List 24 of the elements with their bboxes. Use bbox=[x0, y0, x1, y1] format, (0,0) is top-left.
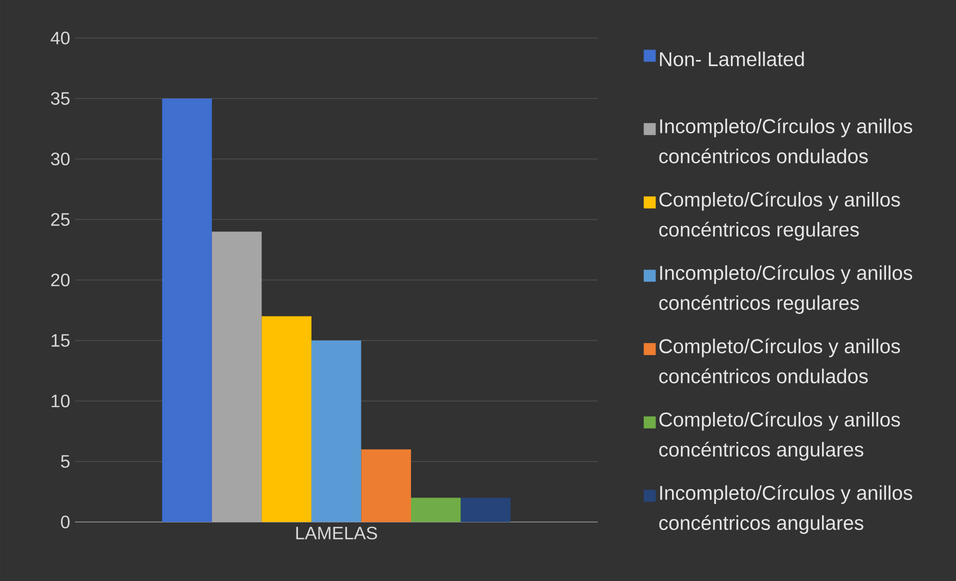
legend-label: Incompleto/Círculos y anillos concéntricos regulares bbox=[659, 265, 912, 314]
y-tick-label: 35 bbox=[50, 92, 70, 105]
x-tick-label: LAMELAS bbox=[296, 526, 378, 540]
bar bbox=[212, 232, 262, 522]
bar bbox=[311, 340, 362, 522]
bar bbox=[361, 449, 411, 522]
legend-label: Completo/Círculos y anillos concéntricos angulares bbox=[659, 412, 900, 461]
y-tick-label: 20 bbox=[51, 274, 70, 286]
y-tick-label: 25 bbox=[51, 213, 70, 226]
legend-label: Completo/Círculos y anillos concéntricos regulares bbox=[659, 192, 900, 241]
bar bbox=[460, 498, 511, 522]
legend-label: Incompleto/Círculos y anillos concéntricos angulares bbox=[659, 485, 912, 534]
bar bbox=[411, 498, 461, 522]
y-tick-label: 5 bbox=[61, 455, 70, 468]
y-tick-label: 40 bbox=[50, 32, 70, 44]
legend-label: Non- Lamellated bbox=[660, 52, 804, 66]
legend-label: Incompleto/Círculos y anillos concéntricos ondulados bbox=[659, 118, 912, 164]
bar bbox=[162, 98, 212, 522]
y-tick-label: 10 bbox=[52, 394, 70, 408]
y-tick-label: 30 bbox=[50, 152, 70, 166]
y-tick-label: 15 bbox=[52, 334, 70, 347]
legend-label: Completo/Círculos y anillos concéntricos ondulados bbox=[659, 338, 900, 384]
y-tick-label: 0 bbox=[61, 516, 70, 528]
bar bbox=[262, 316, 312, 522]
